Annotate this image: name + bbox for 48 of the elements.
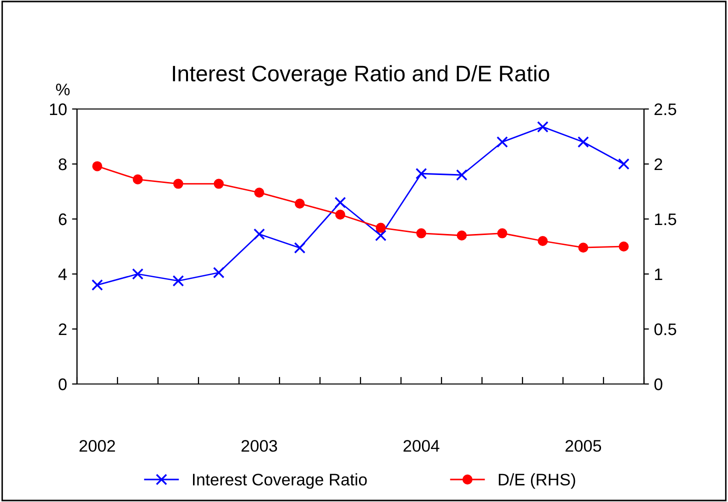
point — [294, 198, 305, 209]
point — [537, 121, 548, 133]
point — [335, 210, 346, 220]
point — [578, 136, 589, 148]
point — [416, 228, 426, 238]
point — [173, 178, 184, 189]
y-axis-title: % — [56, 84, 70, 96]
point — [213, 266, 224, 278]
point — [618, 158, 630, 170]
point — [538, 236, 548, 246]
chart-title: Interest Coverage Ratio and D/E Ratio — [172, 65, 550, 86]
y-tick-label: 4 — [58, 268, 67, 280]
legend-label: D/E (RHS) — [498, 473, 576, 489]
point — [254, 228, 265, 240]
x-tick-label: 2002 — [80, 440, 115, 452]
y-tick-label: 0 — [58, 378, 67, 390]
x-tick-label: 2005 — [566, 440, 602, 452]
point — [375, 230, 386, 242]
point — [376, 222, 386, 233]
point — [497, 228, 508, 238]
point — [578, 242, 588, 253]
point — [618, 242, 629, 252]
point — [456, 169, 468, 181]
point — [496, 136, 508, 148]
point — [132, 174, 143, 184]
y2-tick-label: 1.5 — [654, 214, 676, 226]
point — [92, 161, 102, 172]
y-tick-label: 8 — [58, 158, 67, 170]
x-tick-label: 2003 — [242, 440, 278, 452]
y2-tick-label: 0.5 — [654, 323, 676, 336]
point — [416, 168, 427, 180]
y2-tick-label: 0 — [654, 378, 662, 390]
y-tick-label: 10 — [50, 103, 67, 116]
y-tick-label: 2 — [58, 323, 66, 336]
point — [214, 178, 224, 189]
point — [254, 188, 264, 198]
y-tick-label: 6 — [58, 213, 67, 226]
y2-tick-label: 1 — [654, 268, 662, 280]
point — [294, 242, 306, 254]
y2-tick-label: 2.5 — [654, 103, 676, 116]
point — [92, 279, 103, 291]
point — [456, 230, 467, 240]
legend-label: Interest Coverage Ratio — [193, 473, 367, 489]
point — [172, 275, 184, 287]
y2-tick-label: 2 — [654, 158, 662, 170]
x-tick-label: 2004 — [404, 440, 440, 452]
point — [334, 196, 346, 208]
point — [132, 268, 144, 280]
